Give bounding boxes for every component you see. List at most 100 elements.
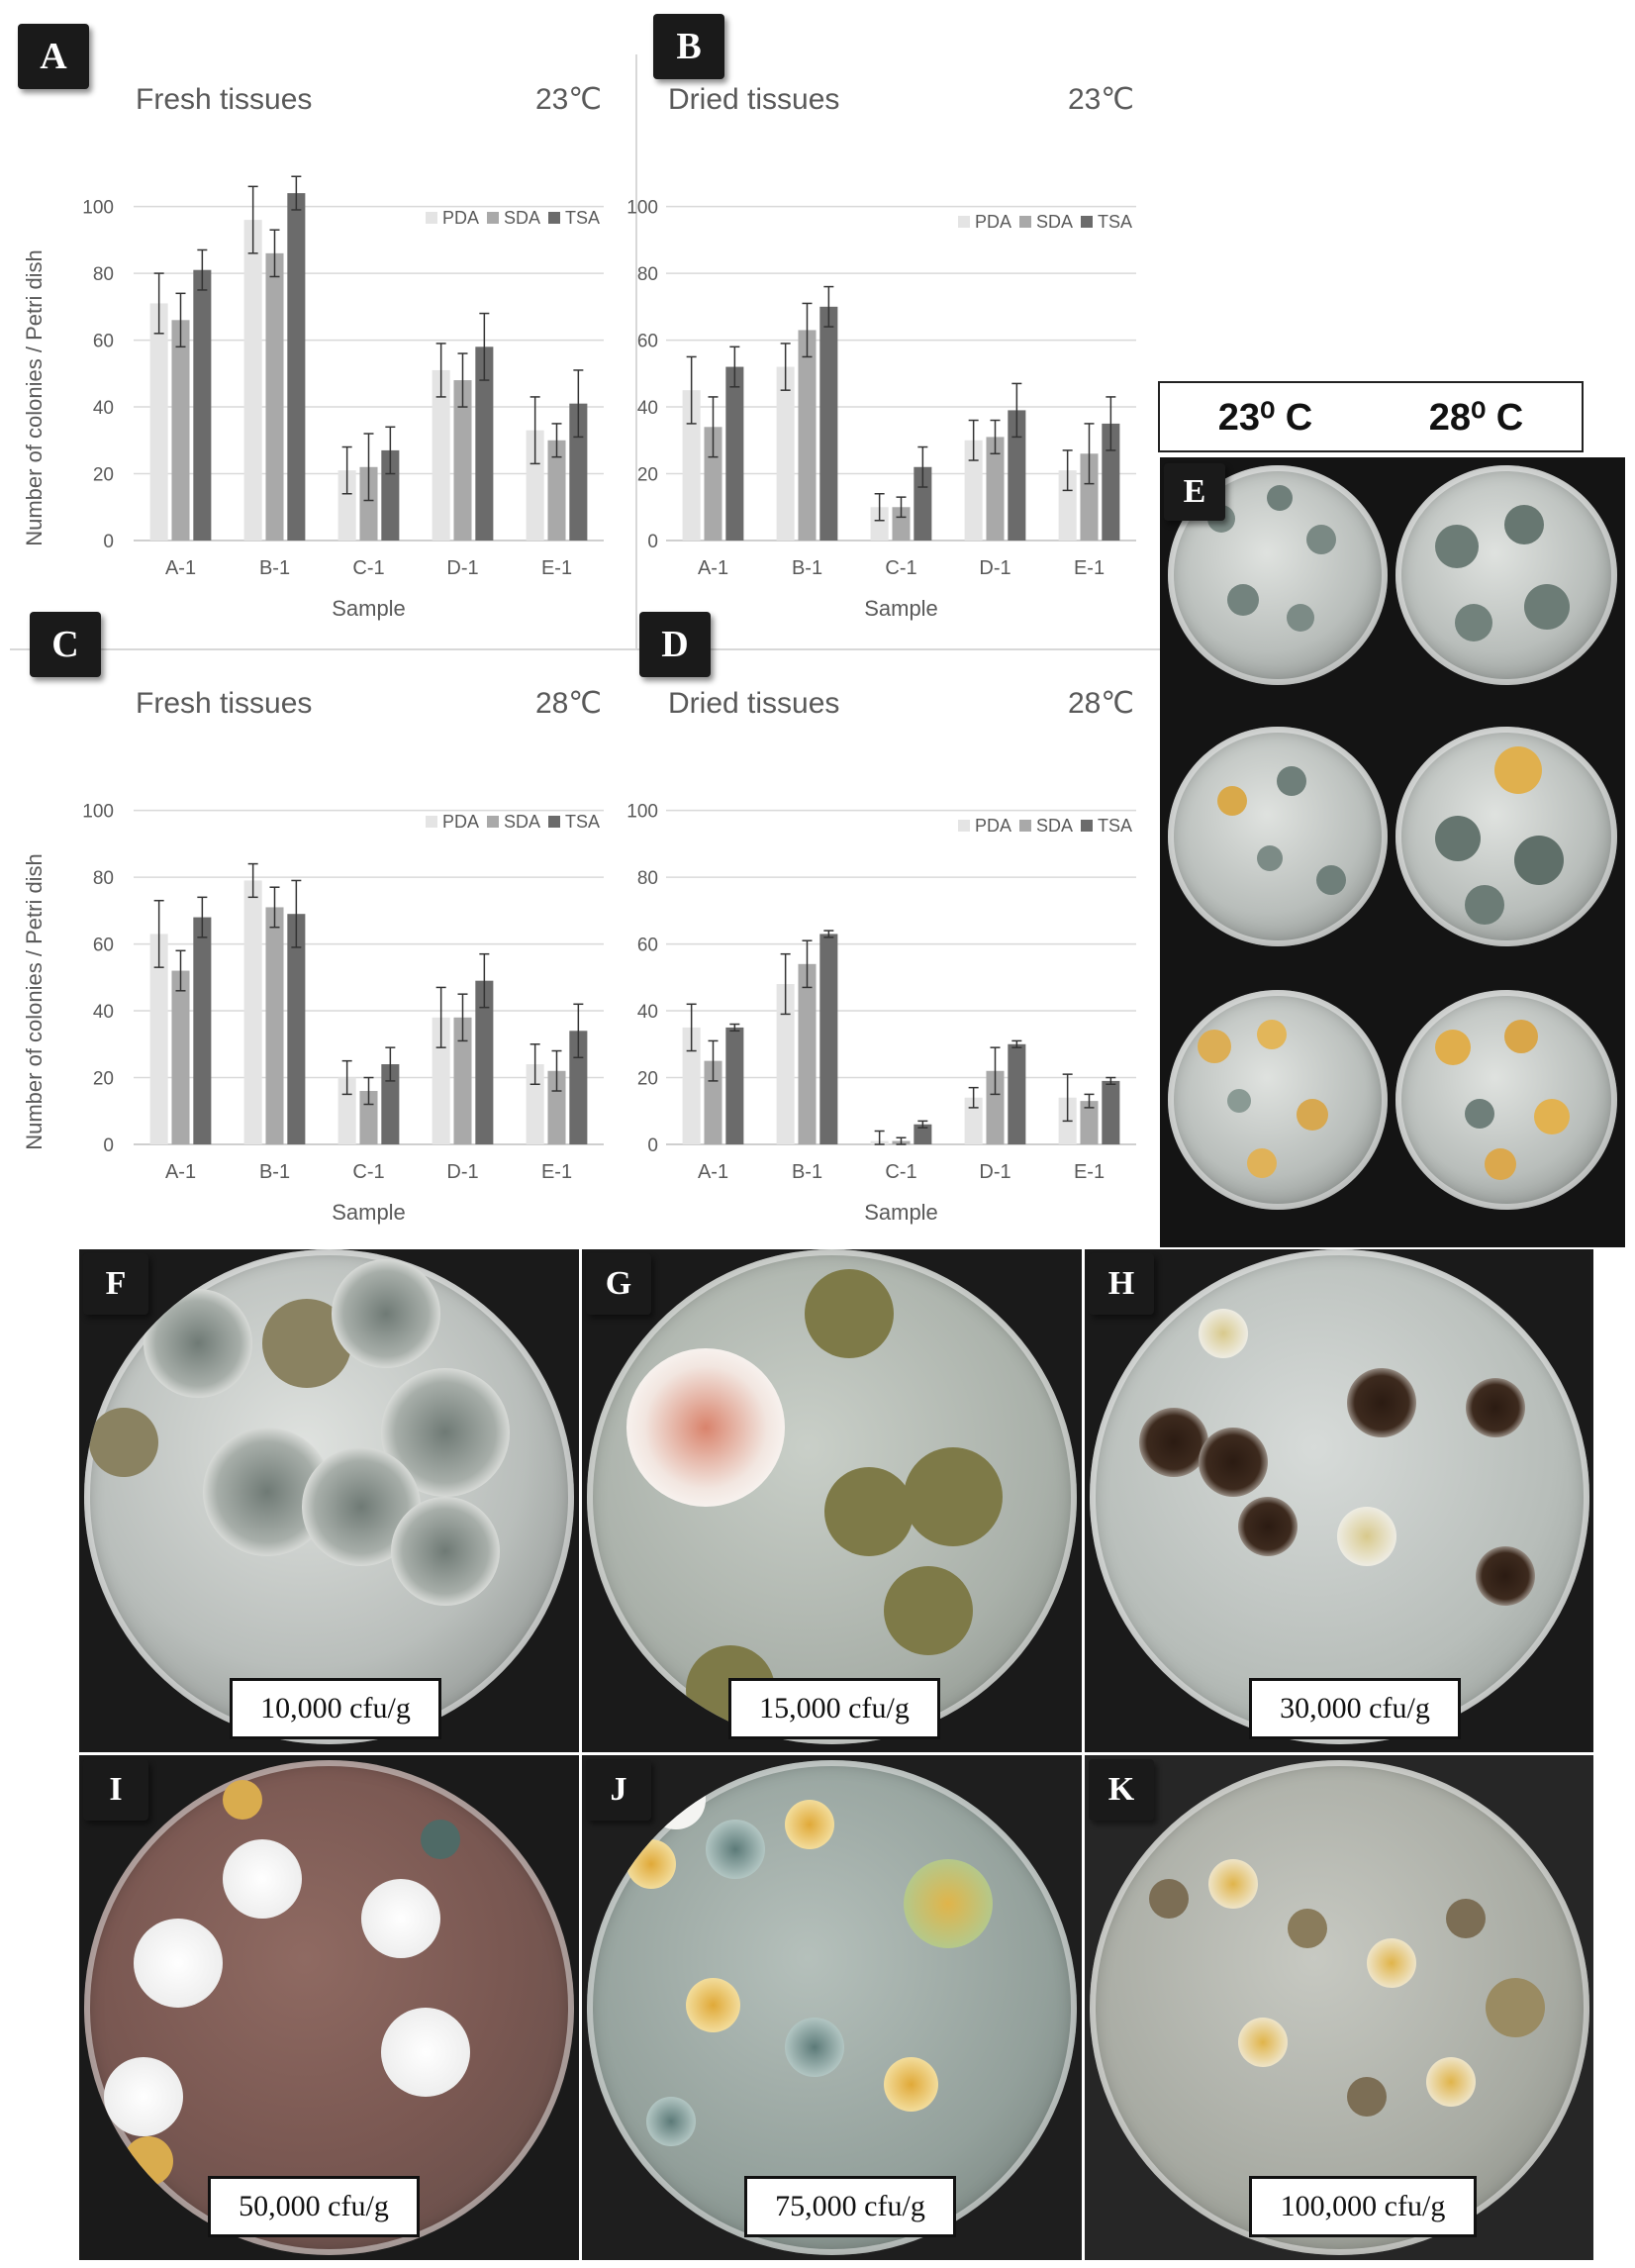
y-tick-label: 0 [647,1135,658,1156]
colony [1466,1378,1525,1437]
colony [646,2097,696,2146]
y-tick-label: 60 [637,332,658,352]
y-tick-label: 100 [82,198,114,219]
temperature-28-label: 28⁰ C [1428,396,1524,439]
panel-label-c: C [30,612,101,677]
chart-temperature: 28℃ [1068,687,1134,720]
bar-pda [964,440,983,541]
y-tick-label: 40 [93,1002,114,1023]
bar-sda [986,437,1005,541]
petri-dish [1395,727,1617,946]
legend-label-pda: PDA [975,816,1011,836]
chart-title: Fresh tissues [136,83,312,116]
petri-dish [1090,1760,1589,2255]
panel-g-photo: G [582,1249,1082,1752]
bar-tsa [914,1124,932,1144]
legend-swatch-tsa [1081,216,1093,228]
bar-tsa [1008,410,1026,541]
chart-d: Dried tissues 28℃ 0 20 40 60 80 100 A-1 B-1 C-1 D-1… [626,683,1156,1237]
colony [884,2057,938,2112]
bar-pda [526,430,544,541]
colony [332,1259,440,1368]
bar-pda [776,984,795,1144]
bar-tsa [725,366,744,541]
bar-sda [171,320,190,541]
y-tick-label: 60 [93,332,114,352]
chart-d-svg: Dried tissues 28℃ 0 20 40 60 80 100 A-1 B-1 C-1 D-1… [626,687,1136,1225]
colony [89,1408,158,1477]
bar-tsa [569,403,588,541]
colony [1238,1497,1298,1556]
x-tick-label: A-1 [698,557,728,579]
panel-label-g: G [586,1253,651,1315]
x-axis-label: Sample [864,596,938,621]
bar-pda [243,220,262,541]
colony [1485,1148,1516,1180]
bar-sda [798,963,817,1144]
y-tick-label: 0 [647,532,658,552]
x-tick-label: A-1 [165,557,196,579]
x-tick-label: D-1 [979,557,1010,579]
panel-label-j: J [586,1759,651,1821]
panel-label-e: E [1164,463,1225,521]
colony [1347,1368,1416,1437]
cfu-label-g: 15,000 cfu/g [728,1678,940,1739]
legend-label-tsa: TSA [1098,816,1132,836]
colony [1199,1428,1268,1497]
bar-pda [432,369,450,541]
bar-tsa [914,466,932,541]
x-tick-label: E-1 [1074,557,1105,579]
bar-pda [964,1097,983,1144]
colony [144,1289,252,1398]
legend-label-pda: PDA [975,212,1011,232]
colony [421,1820,460,1859]
chart-c-svg: Fresh tissues 28℃ 0 20 40 60 80 100 Number of co… [22,687,604,1225]
bar-sda [265,252,284,541]
x-tick-label: B-1 [792,557,822,579]
colony [824,1467,914,1556]
colony [1337,1507,1396,1566]
colony [1199,1309,1248,1358]
chart-title: Dried tissues [668,687,839,720]
panel-label-d: D [639,612,711,677]
colony [706,1820,765,1879]
colony [1227,1089,1251,1113]
y-tick-label: 80 [93,868,114,889]
x-tick-label: B-1 [259,1161,290,1183]
y-tick-label: 100 [82,802,114,823]
temperature-header: 23⁰ C 28⁰ C [1158,381,1584,452]
legend-swatch-pda [426,212,437,224]
y-tick-label: 0 [103,1135,114,1156]
panel-e-photo: E [1160,457,1625,1247]
colony [1367,1938,1416,1988]
x-tick-label: C-1 [352,557,384,579]
bar-sda [704,427,722,541]
x-axis-label: Sample [864,1200,938,1225]
y-tick-label: 80 [93,264,114,285]
petri-dish [587,1249,1077,1744]
colony [1435,816,1481,861]
bar-tsa [1102,423,1120,541]
panel-label-f: F [83,1253,148,1315]
bar-sda [547,440,566,541]
panel-label-a: A [18,24,89,89]
x-tick-label: E-1 [541,557,572,579]
vertical-divider [635,54,637,648]
petri-dish [84,1249,574,1744]
x-tick-label: B-1 [259,557,290,579]
petri-dish [1168,990,1388,1210]
cfu-label-h: 30,000 cfu/g [1249,1678,1461,1739]
chart-b: Dried tissues 23℃ 0 20 40 60 80 100 A-1 B-1 C-1 D-1… [626,79,1156,634]
colony [1465,885,1504,925]
petri-dish [1090,1249,1589,1744]
legend-label-tsa: TSA [1098,212,1132,232]
panel-j-photo: J [582,1755,1082,2260]
colony [785,1800,834,1849]
petri-dish [1395,990,1617,1210]
colony [1514,836,1564,885]
bar-tsa [475,980,494,1144]
y-tick-label: 20 [93,465,114,486]
y-tick-label: 100 [626,198,658,219]
bar-tsa [193,917,212,1144]
petri-dish [1168,727,1388,946]
